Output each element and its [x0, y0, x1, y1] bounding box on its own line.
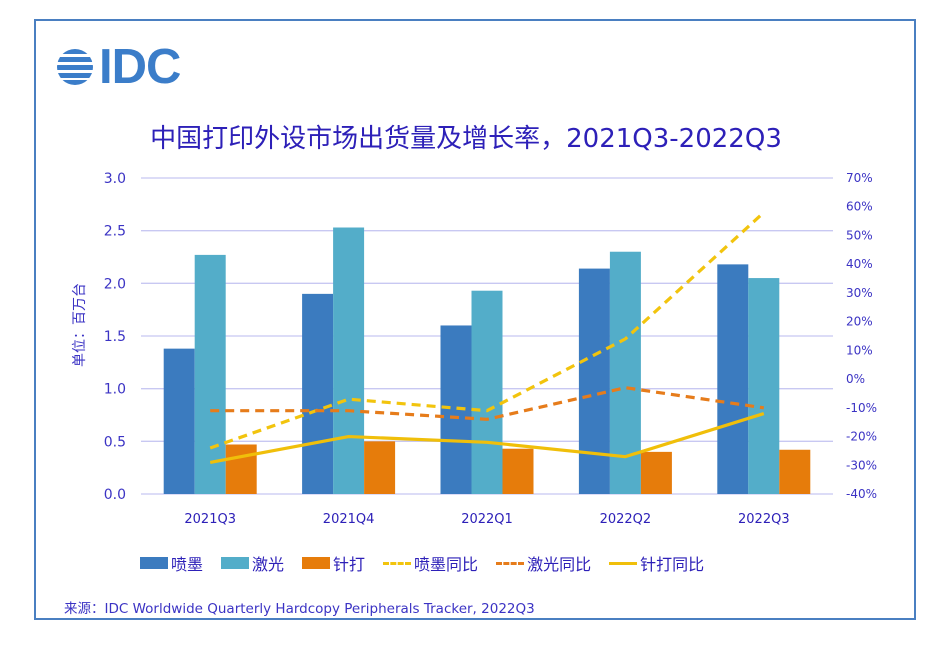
y2-tick-label: -30% [846, 458, 877, 472]
chart-title: 中国打印外设市场出货量及增长率，2021Q3-2022Q3 [150, 124, 782, 154]
source-note: 来源：IDC Worldwide Quarterly Hardcopy Peri… [64, 601, 535, 617]
y-tick-label: 0.0 [104, 487, 126, 503]
line-laser_yoy [210, 386, 765, 421]
legend-swatch [302, 557, 331, 569]
line-inkjet_yoy [209, 211, 765, 450]
y-tick-label: 3.0 [104, 171, 126, 187]
y2-tick-label: -20% [846, 430, 877, 444]
bar-inkjet [163, 348, 195, 494]
y2-tick-label: 10% [846, 343, 873, 357]
legend-swatch [496, 561, 525, 565]
legend-swatch [383, 561, 412, 565]
bar-inkjet [578, 268, 610, 494]
bar-dotmatrix [502, 448, 534, 494]
y-tick-label: 2.5 [104, 224, 126, 240]
legend: 喷墨 激光 针打 喷墨同比 激光同比 针打同比 [140, 551, 722, 575]
logo-text: IDC [99, 39, 181, 94]
legend-label: 针打 [333, 555, 366, 574]
y2-tick-label: -40% [846, 487, 877, 501]
y-tick-label: 1.5 [104, 329, 126, 345]
line-dotmatrix_yoy [209, 412, 765, 464]
idc-logo: IDC [55, 39, 181, 94]
legend-item: 针打同比 [609, 551, 704, 575]
bar-dotmatrix [225, 444, 257, 494]
bar-laser [471, 290, 503, 494]
y2-tick-label: -10% [846, 401, 877, 415]
legend-swatch [140, 557, 168, 569]
bar-dotmatrix [364, 441, 396, 494]
y2-tick-label: 60% [846, 200, 873, 214]
legend-label: 喷墨同比 [414, 555, 479, 574]
y2-tick-label: 20% [846, 315, 873, 329]
bar-inkjet [440, 325, 472, 494]
legend-label: 喷墨 [171, 555, 204, 574]
bar-laser [333, 227, 365, 495]
y2-tick-label: 50% [846, 228, 873, 242]
bar-inkjet [717, 264, 749, 494]
y-tick-label: 1.0 [104, 382, 126, 398]
x-tick-label: 2021Q3 [184, 512, 236, 527]
y2-tick-label: 30% [846, 286, 873, 300]
bar-dotmatrix [640, 451, 672, 494]
y2-tick-label: 40% [846, 257, 873, 271]
legend-label: 激光同比 [527, 555, 592, 574]
legend-item: 喷墨同比 [383, 551, 478, 575]
legend-item: 激光同比 [496, 551, 591, 575]
y-tick-label: 0.5 [104, 434, 126, 450]
legend-label: 针打同比 [640, 555, 705, 574]
x-tick-label: 2022Q1 [461, 512, 513, 527]
bar-inkjet [302, 293, 334, 494]
legend-label: 激光 [252, 555, 285, 574]
bar-laser [748, 278, 780, 494]
legend-swatch [221, 557, 250, 569]
x-tick-label: 2022Q2 [600, 512, 652, 527]
x-tick-label: 2022Q3 [738, 512, 790, 527]
y-tick-label: 2.0 [104, 276, 126, 292]
y2-tick-label: 0% [846, 372, 865, 386]
idc-globe-icon [57, 49, 93, 85]
legend-item: 激光 [221, 551, 284, 575]
x-tick-label: 2021Q4 [323, 512, 375, 527]
legend-swatch [609, 561, 638, 565]
legend-item: 针打 [302, 551, 365, 575]
y2-tick-label: 70% [846, 171, 873, 185]
bar-dotmatrix [779, 449, 811, 494]
bar-laser [194, 254, 226, 494]
legend-item: 喷墨 [140, 551, 203, 575]
